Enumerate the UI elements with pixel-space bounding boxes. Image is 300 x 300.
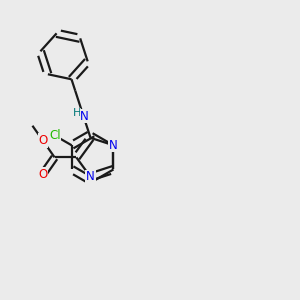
Text: N: N [109, 139, 118, 152]
Text: N: N [86, 170, 95, 183]
Text: O: O [38, 168, 47, 181]
Text: Cl: Cl [49, 129, 61, 142]
Text: H: H [72, 108, 81, 118]
Text: N: N [80, 110, 89, 123]
Text: O: O [38, 134, 47, 147]
